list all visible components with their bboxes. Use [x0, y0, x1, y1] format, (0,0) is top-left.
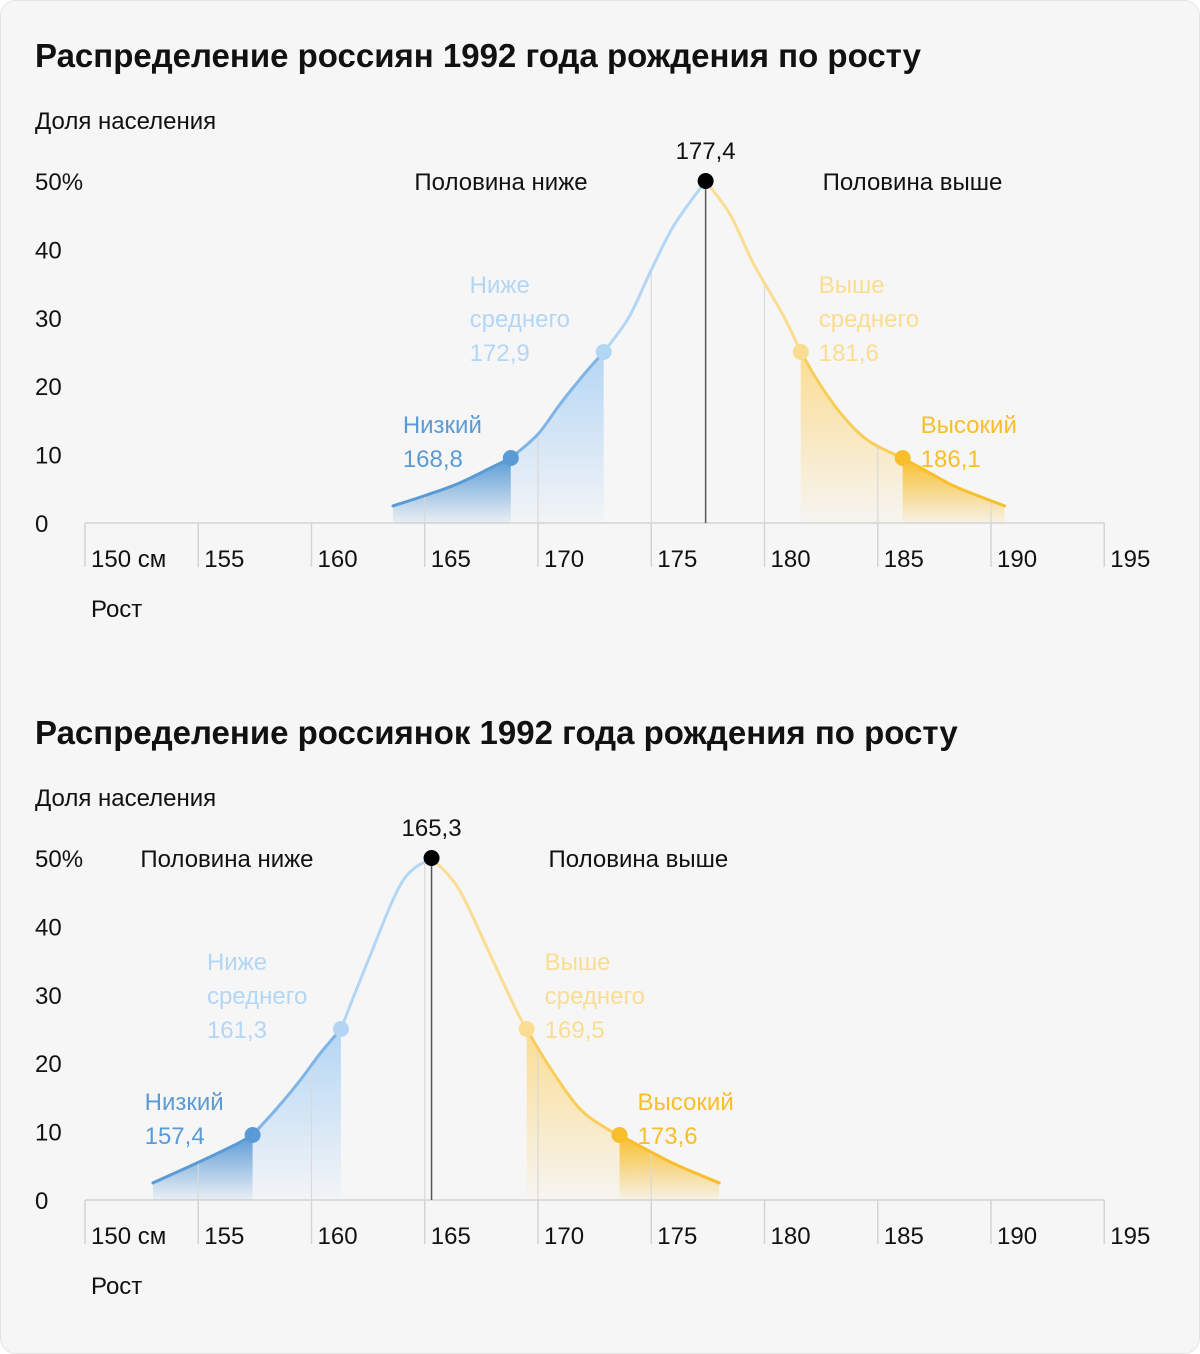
marker-value: 186,1	[921, 446, 981, 473]
below-average-area	[510, 352, 604, 523]
x-tick-label: 160	[318, 1223, 358, 1250]
marker-value: 181,6	[819, 340, 879, 367]
marker-point	[792, 344, 809, 360]
x-tick-label: 165	[431, 1223, 471, 1250]
x-tick-label: 165	[431, 546, 471, 573]
chart-title: Распределение россиян 1992 года рождения…	[35, 37, 922, 74]
x-tick-label: 150 см	[91, 1223, 166, 1250]
marker-label: Низкий	[145, 1089, 224, 1116]
x-tick-label: 195	[1110, 546, 1150, 573]
half-above-label: Половина выше	[823, 169, 1003, 196]
marker-value: 168,8	[403, 446, 463, 473]
below-average-area	[252, 1029, 341, 1200]
marker-point	[244, 1127, 261, 1144]
x-tick-label: 185	[884, 546, 924, 573]
x-tick-label: 180	[771, 546, 811, 573]
y-tick-label: 40	[35, 914, 62, 941]
marker-label: Ниже	[207, 949, 267, 976]
marker-value: 169,5	[545, 1017, 605, 1044]
y-tick-label: 0	[35, 1188, 48, 1215]
marker-point	[502, 450, 519, 467]
marker-point	[611, 1127, 628, 1144]
high-area	[619, 1135, 720, 1200]
curve-above-line	[525, 1027, 622, 1137]
x-tick-label: 175	[657, 546, 697, 573]
above-average-area	[526, 1029, 620, 1200]
curve-above-line	[799, 350, 905, 460]
marker-label: Выше	[545, 949, 611, 976]
x-tick-label: 190	[997, 1223, 1037, 1250]
median-point	[423, 850, 440, 866]
x-tick-label: 170	[544, 1223, 584, 1250]
x-tick-label: 185	[884, 1223, 924, 1250]
marker-label: Выше	[819, 272, 885, 299]
x-tick-label: 160	[318, 546, 358, 573]
y-tick-label: 30	[35, 983, 62, 1010]
marker-label: среднего	[545, 983, 645, 1010]
low-area	[152, 1135, 253, 1200]
half-above-label: Половина выше	[549, 846, 729, 873]
curve-high-line	[618, 1133, 721, 1185]
y-tick-label: 50%	[35, 169, 83, 196]
high-area	[902, 458, 1005, 523]
curve-low-line	[391, 456, 513, 508]
y-axis-label: Доля населения	[35, 108, 216, 135]
curve-above-median-line	[430, 856, 529, 1031]
curve-below-line	[509, 350, 606, 460]
x-axis-label: Рост	[91, 1273, 142, 1300]
x-tick-label: 180	[771, 1223, 811, 1250]
marker-value: 157,4	[145, 1123, 205, 1150]
y-tick-label: 10	[35, 1120, 62, 1147]
curve-below-line	[251, 1027, 343, 1137]
y-tick-label: 20	[35, 374, 62, 401]
median-label: 165,3	[402, 815, 462, 842]
x-tick-label: 175	[657, 1223, 697, 1250]
curve-above-median-line	[704, 179, 803, 354]
low-area	[393, 458, 511, 523]
y-tick-label: 30	[35, 306, 62, 333]
curve-below-median-line	[602, 179, 708, 354]
half-below-label: Половина ниже	[140, 846, 313, 873]
half-below-label: Половина ниже	[414, 169, 587, 196]
x-tick-label: 170	[544, 546, 584, 573]
marker-label: среднего	[470, 306, 570, 333]
male-height-chart: Распределение россиян 1992 года рождения…	[35, 37, 1150, 623]
marker-point	[518, 1021, 535, 1037]
x-axis-label: Рост	[91, 596, 142, 623]
marker-point	[332, 1021, 349, 1037]
curve-high-line	[901, 456, 1007, 508]
marker-point	[595, 344, 612, 360]
x-tick-label: 150 см	[91, 546, 166, 573]
x-tick-label: 155	[204, 546, 244, 573]
x-tick-label: 195	[1110, 1223, 1150, 1250]
marker-label: Низкий	[403, 412, 482, 439]
curve-below-median-line	[339, 856, 434, 1031]
marker-value: 161,3	[207, 1017, 267, 1044]
x-tick-label: 190	[997, 546, 1037, 573]
marker-value: 173,6	[638, 1123, 698, 1150]
y-tick-label: 0	[35, 511, 48, 538]
marker-label: среднего	[819, 306, 919, 333]
y-tick-label: 10	[35, 443, 62, 470]
y-axis-label: Доля населения	[35, 785, 216, 812]
marker-label: среднего	[207, 983, 307, 1010]
chart-title: Распределение россиянок 1992 года рожден…	[35, 714, 958, 751]
marker-label: Высокий	[638, 1089, 734, 1116]
y-tick-label: 20	[35, 1051, 62, 1078]
marker-label: Ниже	[470, 272, 530, 299]
y-tick-label: 50%	[35, 846, 83, 873]
median-point	[697, 173, 714, 189]
marker-point	[894, 450, 911, 467]
female-height-chart: Распределение россиянок 1992 года рожден…	[35, 714, 1150, 1300]
median-label: 177,4	[676, 138, 736, 165]
marker-label: Высокий	[921, 412, 1017, 439]
y-tick-label: 40	[35, 237, 62, 264]
marker-value: 172,9	[470, 340, 530, 367]
x-tick-label: 155	[204, 1223, 244, 1250]
